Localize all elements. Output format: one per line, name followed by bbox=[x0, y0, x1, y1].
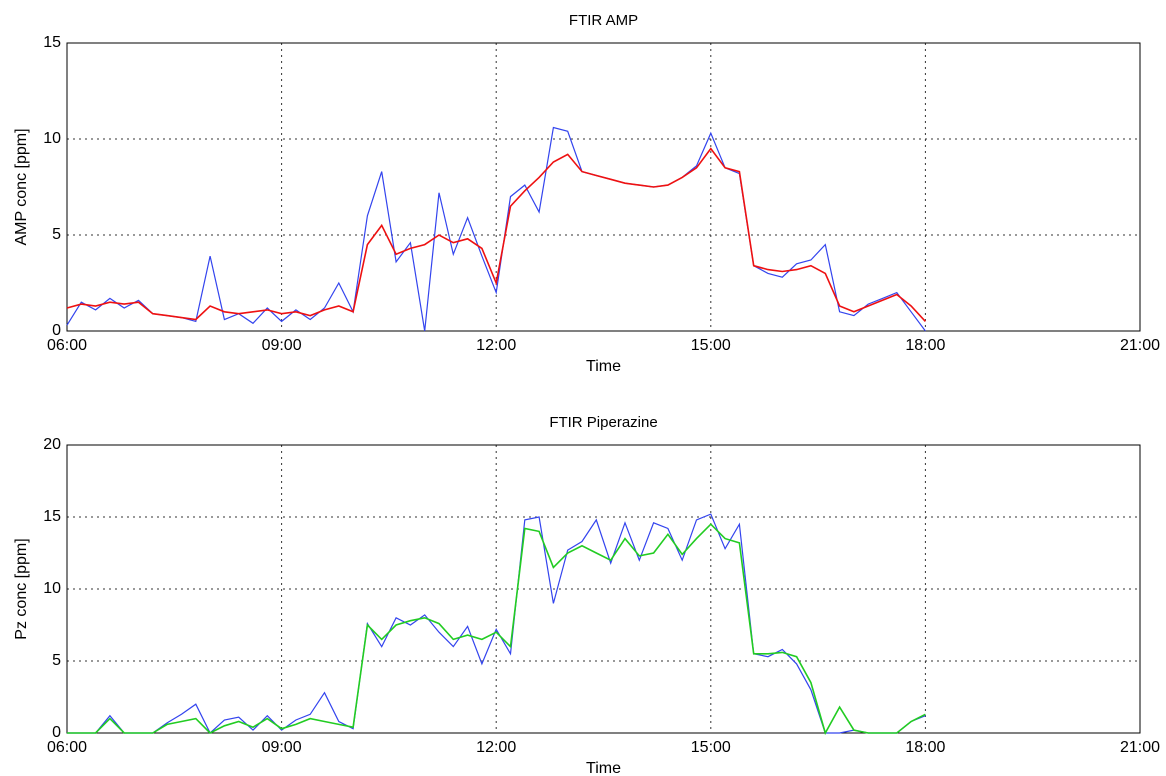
data-line bbox=[67, 513, 926, 734]
x-tick-label: 15:00 bbox=[691, 739, 731, 756]
y-tick-label: 5 bbox=[52, 226, 61, 243]
y-tick-label: 10 bbox=[43, 580, 61, 597]
x-tick-label: 12:00 bbox=[476, 739, 516, 756]
x-tick-label: 06:00 bbox=[47, 337, 87, 354]
data-line bbox=[66, 126, 926, 332]
plot-frame bbox=[66, 444, 1141, 734]
x-axis-label: Time bbox=[586, 760, 621, 776]
y-tick-label: 20 bbox=[43, 436, 61, 453]
y-tick-label: 15 bbox=[43, 34, 61, 51]
x-tick-label: 09:00 bbox=[262, 739, 302, 756]
x-tick-label: 21:00 bbox=[1120, 739, 1160, 756]
y-tick-label: 15 bbox=[43, 508, 61, 525]
x-tick-label: 21:00 bbox=[1120, 337, 1160, 354]
y-tick-label: 0 bbox=[52, 322, 61, 339]
x-tick-label: 09:00 bbox=[262, 337, 302, 354]
x-tick-label: 15:00 bbox=[691, 337, 731, 354]
y-tick-label: 10 bbox=[43, 130, 61, 147]
x-tick-label: 18:00 bbox=[905, 337, 945, 354]
chart-title: FTIR AMP bbox=[569, 12, 638, 29]
x-tick-label: 06:00 bbox=[47, 739, 87, 756]
y-axis-label: AMP conc [ppm] bbox=[13, 128, 30, 245]
plot-frame bbox=[66, 42, 1141, 332]
chart-title: FTIR Piperazine bbox=[549, 414, 657, 431]
y-axis-label: Pz conc [ppm] bbox=[13, 538, 30, 639]
x-axis-label: Time bbox=[586, 358, 621, 375]
data-line bbox=[67, 523, 926, 736]
x-tick-label: 12:00 bbox=[476, 337, 516, 354]
y-tick-label: 5 bbox=[52, 652, 61, 669]
x-tick-label: 18:00 bbox=[905, 739, 945, 756]
data-line bbox=[66, 147, 926, 322]
y-tick-label: 0 bbox=[52, 724, 61, 741]
